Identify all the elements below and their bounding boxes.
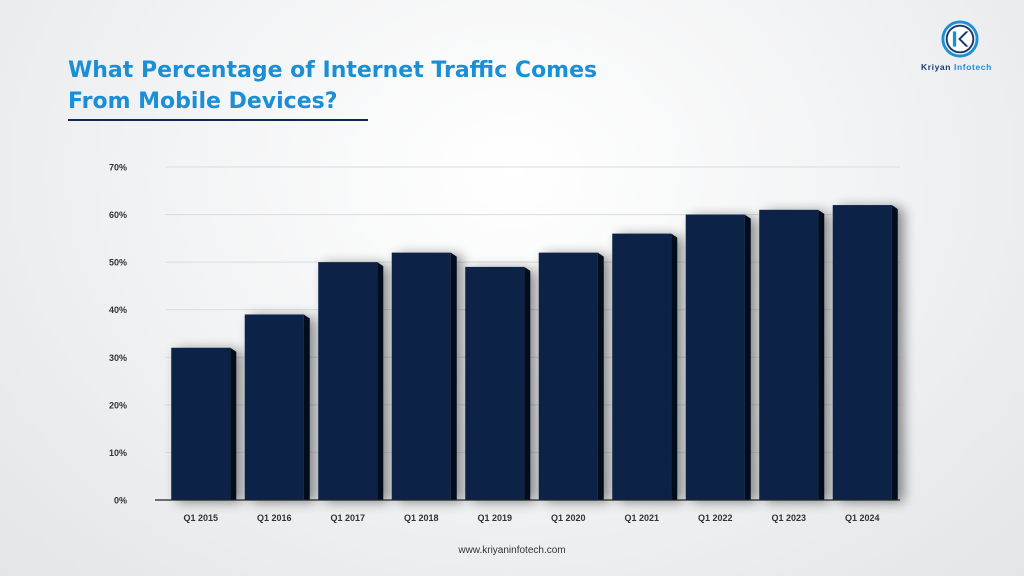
bar <box>391 252 457 500</box>
y-tick-label: 60% <box>109 210 127 220</box>
y-tick-label: 20% <box>109 400 127 410</box>
logo-name-part1: Kriyan <box>921 62 955 72</box>
x-tick-label: Q1 2023 <box>771 513 806 523</box>
bar-front <box>685 214 745 501</box>
bar-front <box>612 233 672 500</box>
bar-side <box>744 214 751 501</box>
bar <box>612 233 678 500</box>
y-tick-label: 50% <box>109 258 127 268</box>
title-line-2: From Mobile Devices? <box>68 89 338 114</box>
bar-front <box>171 347 231 500</box>
logo-wordmark: Kriyan Infotech <box>921 62 1011 72</box>
x-tick-label: Q1 2018 <box>404 513 439 523</box>
logo-name-part2: Infotech <box>954 62 992 72</box>
x-tick-label: Q1 2016 <box>257 513 292 523</box>
title-line-1: What Percentage of Internet Traffic Come… <box>68 58 598 83</box>
bar-front <box>244 314 304 500</box>
y-tick-label: 40% <box>109 305 127 315</box>
bar <box>685 214 751 501</box>
bar-front <box>759 209 819 501</box>
bar <box>171 347 237 500</box>
bar-side <box>671 233 678 500</box>
bar-side <box>230 347 237 500</box>
chart-title: What Percentage of Internet Traffic Come… <box>68 55 597 117</box>
bar <box>465 266 531 500</box>
company-logo: Kriyan Infotech <box>921 20 991 75</box>
bar <box>538 252 604 500</box>
bar-front <box>538 252 598 500</box>
bar <box>759 209 825 501</box>
bar-side <box>450 252 457 500</box>
bar-side <box>891 205 898 501</box>
bar-front <box>465 266 525 500</box>
x-tick-label: Q1 2020 <box>551 513 586 523</box>
bar-side <box>303 314 310 500</box>
bar-side <box>597 252 604 500</box>
x-tick-label: Q1 2024 <box>845 513 880 523</box>
bar-front <box>832 205 892 501</box>
bar-front <box>318 262 378 500</box>
x-tick-label: Q1 2017 <box>330 513 365 523</box>
website-url[interactable]: www.kriyaninfotech.com <box>458 545 566 556</box>
bar <box>318 262 384 500</box>
y-tick-label: 10% <box>109 448 127 458</box>
x-tick-label: Q1 2022 <box>698 513 733 523</box>
bar <box>244 314 310 500</box>
bar-front <box>391 252 451 500</box>
y-tick-label: 0% <box>114 496 127 506</box>
title-underline <box>68 119 368 121</box>
bar-side <box>524 266 531 500</box>
bar <box>832 205 898 501</box>
bar-side <box>818 209 825 501</box>
x-tick-label: Q1 2021 <box>624 513 659 523</box>
y-tick-label: 70% <box>109 163 127 173</box>
bar-side <box>377 262 384 500</box>
x-tick-label: Q1 2019 <box>477 513 512 523</box>
x-tick-label: Q1 2015 <box>183 513 218 523</box>
y-tick-label: 30% <box>109 353 127 363</box>
logo-mark-icon <box>941 20 979 58</box>
